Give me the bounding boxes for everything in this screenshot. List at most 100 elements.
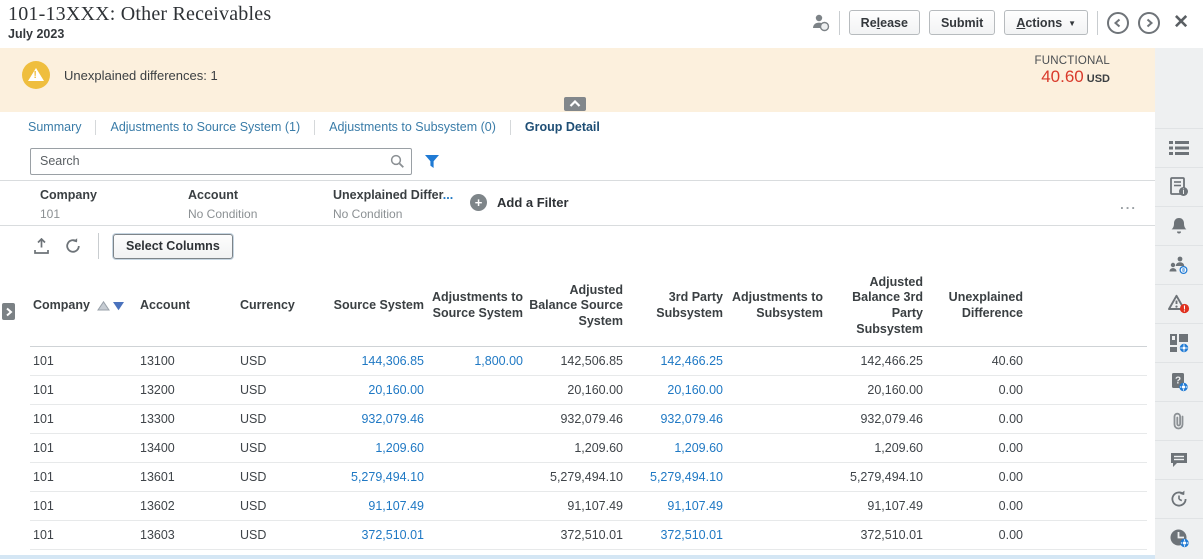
column-header-source-system[interactable]: Source System: [333, 298, 424, 313]
cell-source-system-link[interactable]: 5,279,494.10: [351, 470, 424, 484]
filter-overflow-menu[interactable]: ...: [1120, 197, 1137, 212]
divider: [509, 119, 511, 135]
cell-3rd-party-link[interactable]: 142,466.25: [660, 354, 723, 368]
sort-icons[interactable]: [97, 301, 125, 311]
release-button[interactable]: Release: [848, 10, 920, 35]
cell-account: 13602: [140, 499, 175, 513]
cell-source-system-link[interactable]: 144,306.85: [361, 354, 424, 368]
tab-adjustments-source[interactable]: Adjustments to Source System (1): [110, 120, 301, 134]
table-row[interactable]: 101 13601 USD 5,279,494.10 5,279,494.10 …: [30, 463, 1147, 492]
table-row[interactable]: 101 13100 USD 144,306.85 1,800.00 142,50…: [30, 347, 1147, 376]
tab-adjustments-subsystem[interactable]: Adjustments to Subsystem (0): [329, 120, 496, 134]
collapse-banner-button[interactable]: [564, 97, 586, 111]
cell-3rd-party-link[interactable]: 91,107.49: [667, 499, 723, 513]
divider: [1097, 10, 1099, 35]
cell-adjusted-balance-3rd-party: 932,079.46: [860, 412, 923, 426]
cell-account: 13200: [140, 383, 175, 397]
export-icon[interactable]: [33, 237, 50, 255]
submit-button[interactable]: Submit: [928, 10, 996, 35]
cell-adjusted-balance-3rd-party: 142,466.25: [860, 354, 923, 368]
page-title: 101-13XXX: Other Receivables: [8, 3, 272, 25]
column-header-adjusted-balance-3rd-party[interactable]: Adjusted Balance 3rd Party Subsystem: [852, 274, 923, 336]
column-header-company[interactable]: Company: [30, 298, 140, 314]
properties-list-icon[interactable]: [1155, 128, 1203, 167]
cell-source-system-link[interactable]: 20,160.00: [368, 383, 424, 397]
cell-source-system-link[interactable]: 1,209.60: [375, 441, 424, 455]
horizontal-scrollbar[interactable]: [0, 555, 1155, 559]
alert-badge-icon[interactable]: !: [1155, 284, 1203, 323]
table-row[interactable]: 101 13300 USD 932,079.46 932,079.46 932,…: [30, 405, 1147, 434]
expand-panel-button[interactable]: [2, 303, 15, 320]
close-icon[interactable]: ✕: [1173, 11, 1189, 33]
table-row[interactable]: 101 13200 USD 20,160.00 20,160.00 20,160…: [30, 376, 1147, 405]
search-input[interactable]: [30, 147, 412, 175]
column-header-3rd-party[interactable]: 3rd Party Subsystem: [656, 290, 723, 320]
filter-account[interactable]: Account No Condition: [188, 188, 258, 221]
next-button[interactable]: [1138, 11, 1161, 34]
cell-adjusted-balance-3rd-party: 372,510.01: [860, 528, 923, 542]
main-content: Summary Adjustments to Source System (1)…: [0, 112, 1155, 559]
add-filter-button[interactable]: + Add a Filter: [470, 194, 569, 211]
column-header-unexplained-difference[interactable]: Unexplained Difference: [948, 290, 1023, 320]
workflow-users-icon[interactable]: [1155, 245, 1203, 284]
sort-descending-icon: [112, 302, 124, 311]
cell-company: 101: [33, 383, 54, 397]
topbar-actions: Release Submit Actions ▼ ✕: [811, 10, 1193, 35]
column-header-account[interactable]: Account: [140, 298, 190, 313]
column-header-adjustments-subsystem[interactable]: Adjustments to Subsystem: [732, 290, 823, 320]
bell-icon[interactable]: [1155, 206, 1203, 245]
paperclip-icon[interactable]: [1155, 401, 1203, 440]
cell-source-system-link[interactable]: 91,107.49: [368, 499, 424, 513]
preparer-user-icon[interactable]: [811, 13, 830, 32]
panels-gear-icon[interactable]: [1155, 323, 1203, 362]
table-header: Company Account Currency Source System A…: [30, 266, 1147, 346]
select-columns-button[interactable]: Select Columns: [113, 233, 233, 259]
cell-adjusted-balance-source: 20,160.00: [567, 383, 623, 397]
warning-icon: [22, 61, 50, 89]
actions-button[interactable]: Actions ▼: [1004, 10, 1089, 35]
history-icon[interactable]: [1155, 479, 1203, 518]
cell-adjusted-balance-3rd-party: 91,107.49: [867, 499, 923, 513]
cell-currency: USD: [240, 528, 267, 542]
sort-ascending-icon: [97, 301, 110, 311]
column-header-currency[interactable]: Currency: [240, 298, 295, 313]
refresh-icon[interactable]: [64, 237, 82, 255]
filter-icon[interactable]: [424, 154, 440, 169]
cell-company: 101: [33, 441, 54, 455]
cell-3rd-party-link[interactable]: 372,510.01: [660, 528, 723, 542]
cell-source-system-link[interactable]: 372,510.01: [361, 528, 424, 542]
cell-account: 13603: [140, 528, 175, 542]
tab-summary[interactable]: Summary: [28, 120, 82, 134]
plus-icon: +: [470, 194, 487, 211]
cell-3rd-party-link[interactable]: 20,160.00: [667, 383, 723, 397]
cell-company: 101: [33, 499, 54, 513]
cell-3rd-party-link[interactable]: 5,279,494.10: [650, 470, 723, 484]
cell-currency: USD: [240, 354, 267, 368]
table-row[interactable]: 101 13400 USD 1,209.60 1,209.60 1,209.60…: [30, 434, 1147, 463]
filter-company[interactable]: Company 101: [40, 188, 97, 221]
time-status-icon[interactable]: [1155, 518, 1203, 557]
cell-unexplained-difference: 40.60: [991, 354, 1023, 368]
table-row[interactable]: 101 13603 USD 372,510.01 372,510.01 372,…: [30, 521, 1147, 550]
warning-text: Unexplained differences: 1: [64, 67, 218, 83]
table-body: 101 13100 USD 144,306.85 1,800.00 142,50…: [30, 346, 1147, 550]
column-header-adjustments-source[interactable]: Adjustments to Source System: [432, 290, 523, 320]
cell-adjusted-balance-source: 91,107.49: [567, 499, 623, 513]
title-block: 101-13XXX: Other Receivables July 2023: [8, 3, 271, 41]
cell-unexplained-difference: 0.00: [998, 499, 1023, 513]
cell-3rd-party-link[interactable]: 1,209.60: [674, 441, 723, 455]
previous-button[interactable]: [1107, 11, 1130, 34]
cell-adjustments-source-link[interactable]: 1,800.00: [474, 354, 523, 368]
balance-amount: 40.60: [1041, 67, 1084, 86]
column-header-adjusted-balance-source[interactable]: Adjusted Balance Source System: [529, 282, 623, 328]
document-info-icon[interactable]: i: [1155, 167, 1203, 206]
cell-source-system-link[interactable]: 932,079.46: [361, 412, 424, 426]
table-row[interactable]: 101 13602 USD 91,107.49 91,107.49 91,107…: [30, 492, 1147, 521]
caret-down-icon: ▼: [1068, 18, 1077, 28]
cell-3rd-party-link[interactable]: 932,079.46: [660, 412, 723, 426]
document-question-icon[interactable]: ?: [1155, 362, 1203, 401]
tab-group-detail[interactable]: Group Detail: [524, 120, 600, 134]
filter-unexplained-difference[interactable]: Unexplained Differ... No Condition: [333, 188, 454, 221]
comment-icon[interactable]: [1155, 440, 1203, 479]
